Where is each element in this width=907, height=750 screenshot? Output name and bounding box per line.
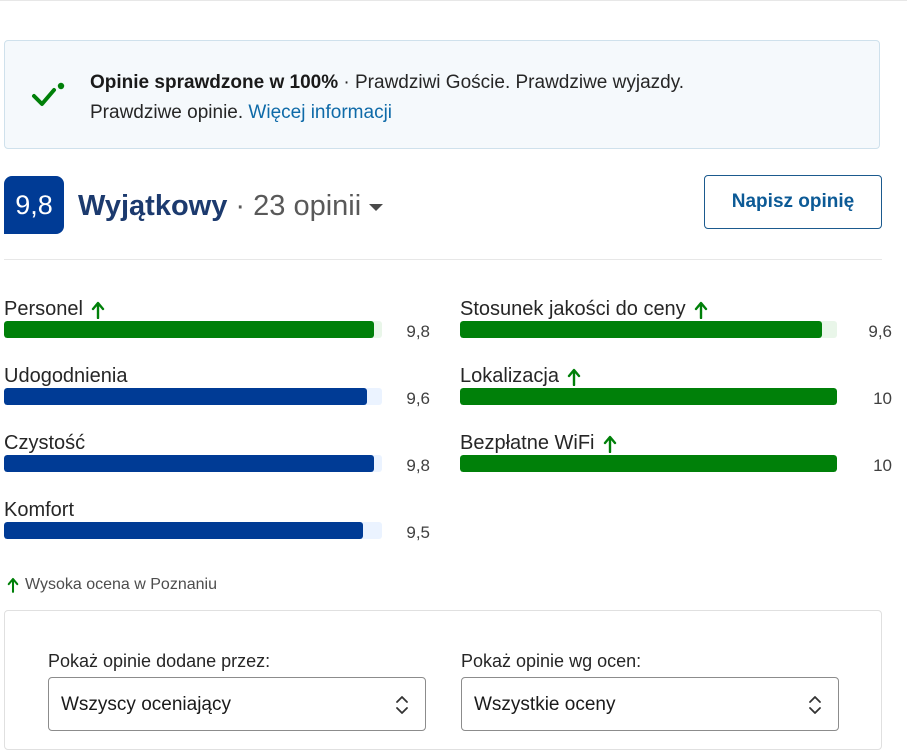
category-label-text: Czystość bbox=[4, 432, 86, 454]
score-separator: · bbox=[227, 190, 254, 222]
category-score: 10 bbox=[873, 389, 892, 408]
arrow-up-icon bbox=[7, 577, 19, 593]
category-score: 9,5 bbox=[406, 523, 430, 542]
banner-text: Opinie sprawdzone w 100% · Prawdziwi Goś… bbox=[90, 68, 830, 128]
caret-down-icon[interactable] bbox=[369, 203, 384, 211]
category-rating-row: Czystość 9,8 bbox=[4, 430, 434, 490]
rating-bar-track bbox=[460, 455, 837, 472]
category-rating-row: Lokalizacja 10 bbox=[460, 363, 892, 423]
high-score-note-text: Wysoka ocena w Poznaniu bbox=[25, 576, 217, 593]
sort-chevrons-icon bbox=[396, 696, 408, 714]
rating-bar-fill bbox=[460, 388, 837, 405]
category-label: Stosunek jakości do ceny bbox=[460, 296, 708, 322]
category-score: 9,6 bbox=[868, 322, 892, 341]
category-label-text: Komfort bbox=[4, 499, 75, 521]
section-divider bbox=[4, 259, 882, 260]
arrow-up-icon bbox=[694, 301, 707, 319]
rating-bar-fill bbox=[460, 321, 822, 338]
category-label-text: Personel bbox=[4, 298, 83, 320]
arrow-up-icon bbox=[603, 435, 616, 453]
score-summary[interactable]: Wyjątkowy · 23 opinii bbox=[78, 188, 384, 224]
rating-bar-track bbox=[4, 321, 382, 338]
rating-bar-fill bbox=[460, 455, 837, 472]
rating-bar-track bbox=[460, 388, 837, 405]
rating-bar-track bbox=[460, 321, 837, 338]
category-label-text: Stosunek jakości do ceny bbox=[460, 298, 686, 320]
arrow-up-icon bbox=[567, 368, 581, 386]
category-rating-row: Personel 9,8 bbox=[4, 296, 434, 356]
filter-rating-value: Wszystkie oceny bbox=[474, 694, 616, 715]
category-score: 9,8 bbox=[406, 456, 430, 475]
rating-bar-track bbox=[4, 455, 382, 472]
sort-chevrons-icon bbox=[809, 696, 821, 714]
more-info-link[interactable]: Więcej informacji bbox=[248, 102, 393, 123]
banner-text-line1: · Prawdziwi Goście. Prawdziwe wyjazdy. bbox=[338, 72, 685, 93]
filter-author-value: Wszyscy oceniający bbox=[61, 694, 231, 715]
rating-bar-fill bbox=[4, 388, 367, 405]
filter-author-label: Pokaż opinie dodane przez: bbox=[48, 651, 271, 671]
category-rating-row: Bezpłatne WiFi 10 bbox=[460, 430, 892, 490]
top-divider bbox=[0, 0, 907, 1]
review-count: 23 opinii bbox=[253, 190, 362, 222]
arrow-up-icon bbox=[91, 301, 105, 319]
rating-bar-track bbox=[4, 522, 382, 539]
rating-bar-fill bbox=[4, 455, 375, 472]
category-score: 10 bbox=[873, 456, 892, 475]
category-label-text: Lokalizacja bbox=[460, 365, 559, 387]
category-rating-row: Stosunek jakości do ceny 9,6 bbox=[460, 296, 892, 356]
checkmark-icon bbox=[32, 82, 65, 106]
rating-bar-fill bbox=[4, 522, 364, 539]
rating-bar-track bbox=[4, 388, 382, 405]
category-label: Komfort bbox=[4, 497, 74, 523]
category-rating-row: Komfort 9,5 bbox=[4, 497, 434, 557]
filter-rating-label: Pokaż opinie wg ocen: bbox=[461, 651, 642, 671]
category-label-text: Bezpłatne WiFi bbox=[460, 432, 595, 454]
category-label-text: Udogodnienia bbox=[4, 365, 128, 387]
category-label: Lokalizacja bbox=[460, 363, 581, 389]
review-filters-panel: Pokaż opinie dodane przez: Wszyscy oceni… bbox=[4, 610, 882, 750]
banner-bold-text: Opinie sprawdzone w 100% bbox=[90, 72, 339, 93]
banner-text-line2: Prawdziwe opinie. bbox=[90, 102, 249, 123]
rating-bar-fill bbox=[4, 321, 375, 338]
verified-reviews-banner: Opinie sprawdzone w 100% · Prawdziwi Goś… bbox=[4, 40, 880, 149]
high-score-note: Wysoka ocena w Poznaniu bbox=[7, 574, 217, 596]
category-label: Czystość bbox=[4, 430, 85, 456]
score-badge: 9,8 bbox=[4, 176, 64, 234]
filter-rating-select[interactable]: Wszystkie oceny bbox=[461, 677, 839, 731]
category-rating-row: Udogodnienia 9,6 bbox=[4, 363, 434, 423]
write-review-button[interactable]: Napisz opinię bbox=[704, 175, 882, 229]
filter-author-select[interactable]: Wszyscy oceniający bbox=[48, 677, 426, 731]
category-label: Bezpłatne WiFi bbox=[460, 430, 617, 456]
score-label: Wyjątkowy bbox=[78, 190, 228, 222]
category-label: Personel bbox=[4, 296, 105, 322]
category-score: 9,6 bbox=[406, 389, 430, 408]
category-label: Udogodnienia bbox=[4, 363, 127, 389]
category-score: 9,8 bbox=[406, 322, 430, 341]
